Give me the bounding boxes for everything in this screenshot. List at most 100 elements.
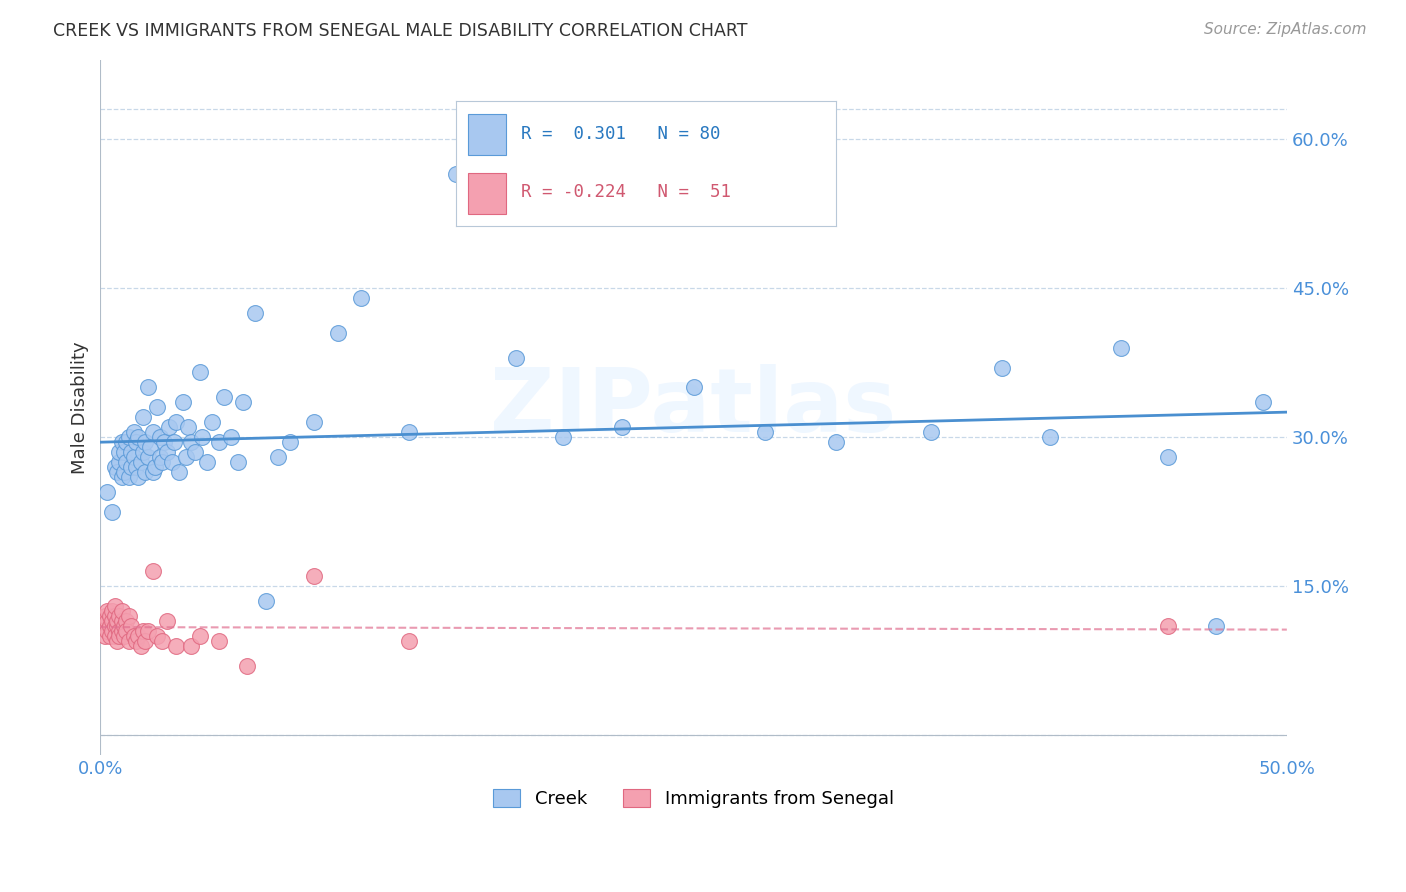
- Point: [108, 445, 131, 459]
- Point: [201, 415, 224, 429]
- Point: [1251, 395, 1274, 409]
- Point: [108, 624, 131, 638]
- Point: [115, 455, 138, 469]
- Point: [1109, 341, 1132, 355]
- Point: [350, 291, 373, 305]
- Point: [101, 614, 124, 628]
- Point: [125, 459, 148, 474]
- Point: [825, 435, 848, 450]
- Point: [120, 619, 142, 633]
- Point: [1157, 450, 1180, 464]
- Point: [232, 395, 254, 409]
- Point: [1038, 430, 1060, 444]
- Point: [398, 425, 420, 439]
- Point: [105, 633, 128, 648]
- Point: [149, 450, 172, 464]
- Point: [167, 465, 190, 479]
- Point: [398, 633, 420, 648]
- Point: [112, 465, 135, 479]
- Point: [118, 608, 141, 623]
- Point: [96, 614, 118, 628]
- Point: [96, 484, 118, 499]
- Point: [150, 455, 173, 469]
- Point: [96, 624, 118, 638]
- Point: [134, 633, 156, 648]
- Point: [142, 425, 165, 439]
- Point: [105, 465, 128, 479]
- Point: [101, 504, 124, 518]
- Point: [98, 608, 121, 623]
- Point: [129, 639, 152, 653]
- Point: [94, 608, 117, 623]
- Point: [505, 351, 527, 365]
- Point: [136, 450, 159, 464]
- Point: [208, 633, 231, 648]
- Point: [98, 619, 121, 633]
- Point: [153, 435, 176, 450]
- Point: [1205, 619, 1227, 633]
- Point: [195, 455, 218, 469]
- Point: [163, 435, 186, 450]
- Point: [111, 624, 134, 638]
- Point: [122, 425, 145, 439]
- Point: [91, 614, 114, 628]
- Point: [129, 455, 152, 469]
- Point: [143, 459, 166, 474]
- Point: [302, 569, 325, 583]
- Point: [136, 624, 159, 638]
- Point: [150, 633, 173, 648]
- Point: [120, 445, 142, 459]
- Point: [180, 639, 202, 653]
- Point: [101, 624, 124, 638]
- Y-axis label: Male Disability: Male Disability: [72, 341, 89, 474]
- Point: [184, 445, 207, 459]
- Point: [125, 435, 148, 450]
- Point: [157, 420, 180, 434]
- Point: [132, 624, 155, 638]
- Point: [142, 564, 165, 578]
- Point: [96, 604, 118, 618]
- Point: [120, 459, 142, 474]
- Point: [111, 614, 134, 628]
- Point: [103, 608, 125, 623]
- Point: [256, 594, 278, 608]
- Point: [146, 401, 169, 415]
- Point: [146, 629, 169, 643]
- Text: CREEK VS IMMIGRANTS FROM SENEGAL MALE DISABILITY CORRELATION CHART: CREEK VS IMMIGRANTS FROM SENEGAL MALE DI…: [53, 22, 748, 40]
- Point: [267, 450, 290, 464]
- Point: [136, 380, 159, 394]
- Point: [103, 629, 125, 643]
- Point: [118, 470, 141, 484]
- Point: [118, 430, 141, 444]
- Point: [302, 415, 325, 429]
- Point: [754, 425, 776, 439]
- Point: [122, 450, 145, 464]
- Point: [112, 445, 135, 459]
- Point: [115, 435, 138, 450]
- Point: [132, 410, 155, 425]
- Point: [134, 435, 156, 450]
- Point: [112, 629, 135, 643]
- Point: [226, 455, 249, 469]
- Legend: Creek, Immigrants from Senegal: Creek, Immigrants from Senegal: [486, 781, 901, 815]
- Point: [920, 425, 942, 439]
- Point: [991, 360, 1014, 375]
- Point: [111, 435, 134, 450]
- Point: [105, 619, 128, 633]
- Point: [180, 435, 202, 450]
- Point: [243, 306, 266, 320]
- Point: [446, 167, 468, 181]
- Point: [127, 430, 149, 444]
- Point: [156, 614, 179, 628]
- Point: [125, 633, 148, 648]
- Point: [101, 604, 124, 618]
- Point: [174, 450, 197, 464]
- Point: [111, 604, 134, 618]
- Point: [326, 326, 349, 340]
- Point: [118, 633, 141, 648]
- Point: [105, 614, 128, 628]
- Point: [127, 470, 149, 484]
- Point: [115, 614, 138, 628]
- Point: [115, 624, 138, 638]
- Point: [103, 619, 125, 633]
